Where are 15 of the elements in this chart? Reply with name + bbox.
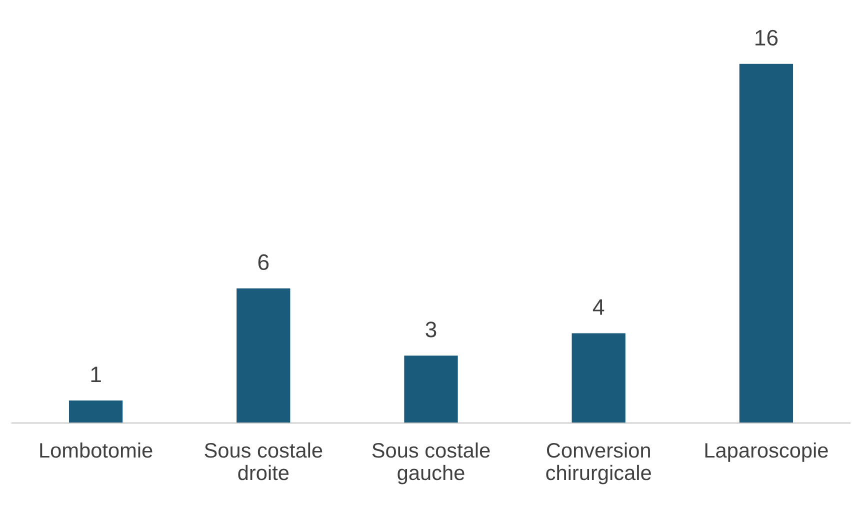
data-label: 16	[756, 30, 778, 46]
x-tick-label: Sous costale droite	[204, 442, 322, 480]
data-label: 3	[426, 322, 436, 338]
data-label: 1	[91, 366, 101, 382]
data-label: 4	[592, 299, 604, 315]
bar	[739, 64, 794, 423]
x-tick-label: Lombotomie	[40, 442, 152, 458]
bar	[404, 356, 458, 423]
x-tick-label: Laparoscopie	[705, 442, 828, 462]
bar	[68, 400, 123, 423]
bar	[236, 288, 290, 423]
bar	[572, 333, 626, 423]
data-label: 6	[258, 254, 269, 270]
x-tick-label: Conversion chirurgicale	[546, 442, 651, 484]
x-tick-label: Sous costale gauche	[372, 442, 490, 484]
